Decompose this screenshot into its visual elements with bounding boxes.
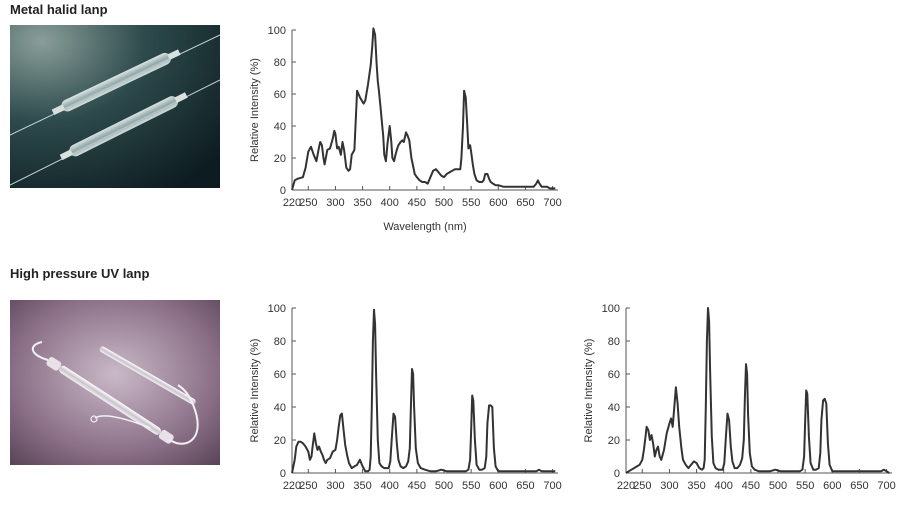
x-tick-label: 500 [769,480,787,492]
y-axis-label: Relative Intensity (%) [583,339,595,443]
x-tick-label: 450 [742,480,760,492]
y-tick-label: 100 [268,25,286,37]
section-title-metal-halide: Metal halid lanp [10,2,108,17]
uv-lamp-spectrum-chart-1: 0 20 40 60 80 100 220 250 300 350 400 450 500 550 600 6… [238,296,578,500]
x-tick-label: 250 [633,480,651,492]
uv-lamp-spectrum-chart-2: 0 20 40 60 80 100 220 250 300 350 400 450 500 550 600 6… [572,296,900,500]
y-tick-label: 20 [608,435,620,447]
y-tick-label: 40 [274,402,286,414]
y-tick-label: 60 [608,369,620,381]
section-title-uv: High pressure UV lanp [10,266,150,281]
x-tick-label: 220 [283,480,301,492]
x-axis-label: Wavelength (nm) [383,221,466,233]
y-tick-label: 20 [274,435,286,447]
x-tick-label: 300 [326,480,344,492]
y-tick-label: 60 [274,369,286,381]
x-tick-label: 600 [823,480,841,492]
y-tick-label: 80 [274,57,286,69]
y-tick-label: 100 [602,303,620,315]
x-tick-label: 550 [796,480,814,492]
x-tick-label: 450 [408,197,426,209]
x-tick-label: 400 [715,480,733,492]
y-tick-label: 0 [614,468,620,480]
y-tick-label: 0 [280,468,286,480]
y-tick-label: 80 [608,336,620,348]
y-tick-label: 40 [274,121,286,133]
y-tick-label: 100 [268,303,286,315]
x-tick-label: 550 [462,197,480,209]
spectrum-line [625,307,890,474]
x-tick-label: 220 [617,480,635,492]
x-tick-label: 700 [543,197,561,209]
x-tick-label: 650 [516,197,534,209]
x-tick-label: 250 [299,480,317,492]
spectrum-line [291,27,556,191]
x-tick-label: 350 [353,480,371,492]
x-tick-label: 650 [850,480,868,492]
x-tick-label: 500 [435,480,453,492]
x-tick-label: 500 [435,197,453,209]
x-tick-label: 700 [877,480,895,492]
spectrum-line [291,308,556,474]
x-tick-label: 650 [516,480,534,492]
x-tick-label: 600 [489,197,507,209]
y-axis-label: Relative Intensity (%) [249,339,261,443]
y-tick-label: 80 [274,336,286,348]
metal-halide-lamp-photo [10,25,220,188]
x-tick-label: 550 [462,480,480,492]
y-axis-label: Relative Intensity (%) [249,58,261,162]
x-tick-label: 600 [489,480,507,492]
x-tick-label: 400 [381,480,399,492]
y-tick-label: 40 [608,402,620,414]
x-tick-label: 300 [326,197,344,209]
x-tick-label: 300 [660,480,678,492]
x-tick-label: 250 [299,197,317,209]
x-tick-label: 350 [687,480,705,492]
x-tick-label: 220 [283,197,301,209]
x-tick-label: 400 [381,197,399,209]
x-tick-label: 450 [408,480,426,492]
y-tick-label: 0 [280,185,286,197]
x-tick-label: 350 [353,197,371,209]
metal-halide-spectrum-chart: 0 20 40 60 80 100 220 250 300 350 400 450 500 550 600 6… [238,18,578,240]
y-tick-label: 20 [274,153,286,165]
y-tick-label: 60 [274,89,286,101]
x-tick-label: 700 [543,480,561,492]
uv-lamp-photo [10,300,220,465]
